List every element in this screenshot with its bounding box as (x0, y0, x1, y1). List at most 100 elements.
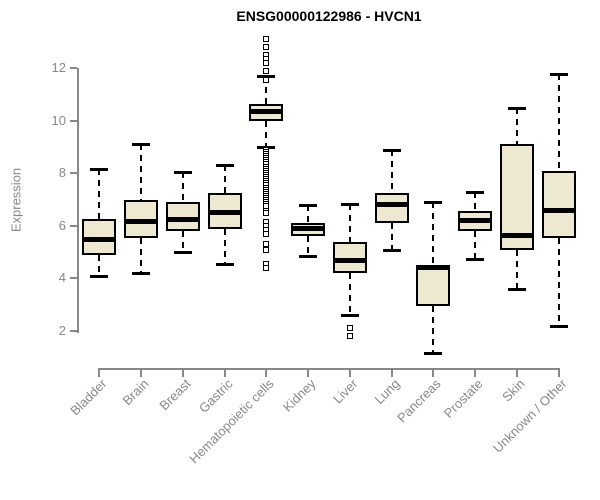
upper-whisker-cap (90, 168, 109, 172)
outlier-point (346, 325, 353, 332)
y-tick-label: 6 (58, 217, 66, 233)
y-tick-label: 10 (51, 112, 66, 128)
y-tick-mark (70, 277, 77, 280)
upper-whisker-cap (173, 171, 192, 175)
boxplot-box (332, 241, 367, 274)
y-tick-label: 2 (58, 323, 66, 338)
outlier-point (263, 44, 270, 51)
lower-whisker-cap (549, 324, 568, 328)
upper-whisker-line (140, 144, 143, 200)
y-tick-mark (70, 330, 77, 332)
median-line (249, 109, 284, 114)
median-line (82, 237, 117, 242)
x-tick-mark (390, 370, 393, 377)
x-tick-mark (265, 370, 268, 377)
outlier-point (263, 209, 270, 216)
outlier-point (263, 230, 270, 237)
median-line (416, 265, 451, 270)
lower-whisker-cap (173, 251, 192, 255)
upper-whisker-cap (257, 75, 276, 79)
upper-whisker-cap (424, 201, 443, 205)
x-tick-mark (516, 370, 518, 377)
outlier-point (263, 36, 270, 43)
lower-whisker-cap (424, 352, 443, 356)
y-tick-label: 4 (58, 270, 66, 286)
upper-whisker-line (307, 204, 310, 224)
lower-whisker-cap (132, 272, 151, 276)
lower-whisker-line (432, 306, 435, 354)
upper-whisker-line (265, 76, 268, 104)
y-axis-label: Expression (8, 167, 24, 233)
x-axis-line (98, 368, 560, 370)
lower-whisker-cap (382, 248, 401, 252)
lower-whisker-cap (90, 274, 109, 278)
boxplot-box (500, 144, 534, 250)
median-line (207, 210, 242, 215)
upper-whisker-cap (340, 202, 359, 206)
y-tick-mark (70, 224, 77, 227)
lower-whisker-line (348, 273, 351, 316)
upper-whisker-line (223, 165, 226, 194)
upper-whisker-line (390, 149, 393, 194)
lower-whisker-line (557, 237, 560, 326)
median-line (541, 208, 576, 213)
x-tick-mark (348, 370, 351, 377)
lower-whisker-line (181, 231, 184, 253)
upper-whisker-line (98, 169, 101, 220)
median-line (500, 233, 534, 238)
outlier-point (263, 246, 270, 253)
lower-whisker-line (474, 231, 477, 259)
upper-whisker-cap (466, 190, 485, 194)
upper-whisker-line (557, 73, 560, 171)
lower-whisker-cap (508, 287, 526, 291)
upper-whisker-cap (132, 143, 151, 147)
chart-title: ENSG00000122986 - HVCN1 (236, 8, 422, 24)
x-tick-mark (432, 370, 435, 377)
boxplot-box (165, 202, 200, 232)
outlier-point (263, 264, 270, 271)
lower-whisker-cap (299, 255, 318, 259)
outlier-point (263, 67, 270, 74)
upper-whisker-line (474, 191, 477, 212)
median-line (165, 217, 200, 222)
lower-whisker-cap (215, 263, 234, 266)
lower-whisker-line (516, 249, 518, 289)
upper-whisker-cap (299, 203, 318, 207)
x-tick-mark (557, 370, 560, 377)
boxplot-box (416, 265, 451, 307)
upper-whisker-cap (215, 164, 234, 168)
x-tick-mark (140, 370, 143, 377)
upper-whisker-line (348, 203, 351, 242)
lower-whisker-line (307, 236, 310, 257)
lower-whisker-line (265, 120, 268, 148)
y-tick-mark (70, 67, 77, 70)
y-tick-mark (70, 172, 77, 175)
upper-whisker-line (181, 172, 184, 203)
lower-whisker-line (98, 254, 101, 276)
x-tick-mark (223, 370, 226, 377)
median-line (291, 226, 326, 231)
median-line (374, 202, 409, 207)
y-tick-label: 12 (51, 60, 66, 76)
x-tick-mark (474, 370, 477, 377)
boxplot-box (541, 170, 576, 238)
outlier-point (263, 60, 270, 67)
outlier-point (346, 333, 353, 340)
x-tick-mark (307, 370, 310, 377)
y-tick-mark (70, 119, 77, 122)
y-axis-line (77, 68, 79, 333)
x-tick-mark (98, 370, 101, 377)
upper-whisker-cap (382, 148, 401, 152)
lower-whisker-line (140, 237, 143, 274)
upper-whisker-cap (549, 72, 568, 76)
x-tick-mark (181, 370, 184, 377)
upper-whisker-line (432, 202, 435, 266)
median-line (124, 219, 159, 224)
lower-whisker-line (223, 228, 226, 264)
boxplot-box (124, 199, 159, 238)
median-line (458, 218, 493, 223)
lower-whisker-line (390, 223, 393, 250)
lower-whisker-cap (340, 314, 359, 318)
upper-whisker-cap (508, 106, 526, 110)
median-line (332, 258, 367, 263)
